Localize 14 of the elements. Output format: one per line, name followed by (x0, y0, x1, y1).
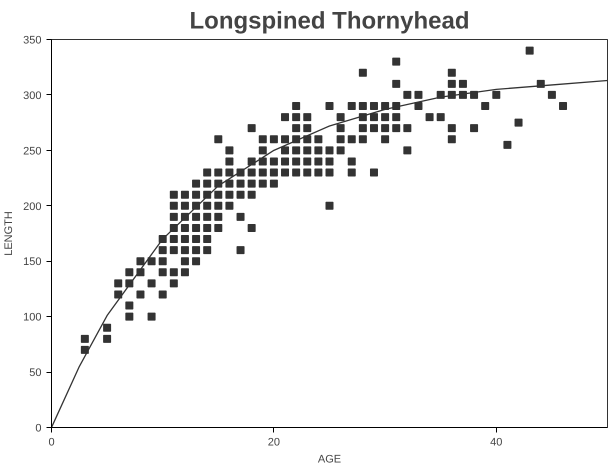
y-tick-label: 50 (29, 367, 42, 380)
chart-title: Longspined Thornyhead (190, 8, 470, 34)
y-tick-label: 0 (35, 422, 42, 434)
y-tick-label: 100 (23, 312, 42, 324)
y-tick-label: 350 (23, 34, 42, 46)
x-axis-title: AGE (318, 454, 342, 466)
x-tick-label: 40 (490, 436, 502, 448)
y-axis-title: LENGTH (3, 211, 16, 256)
x-tick-label: 20 (268, 436, 280, 448)
y-tick-label: 250 (23, 145, 42, 158)
y-tick-label: 150 (23, 256, 42, 268)
x-tick-label: 0 (48, 436, 55, 448)
y-tick-label: 200 (23, 200, 42, 213)
y-tick-label: 300 (23, 90, 42, 102)
